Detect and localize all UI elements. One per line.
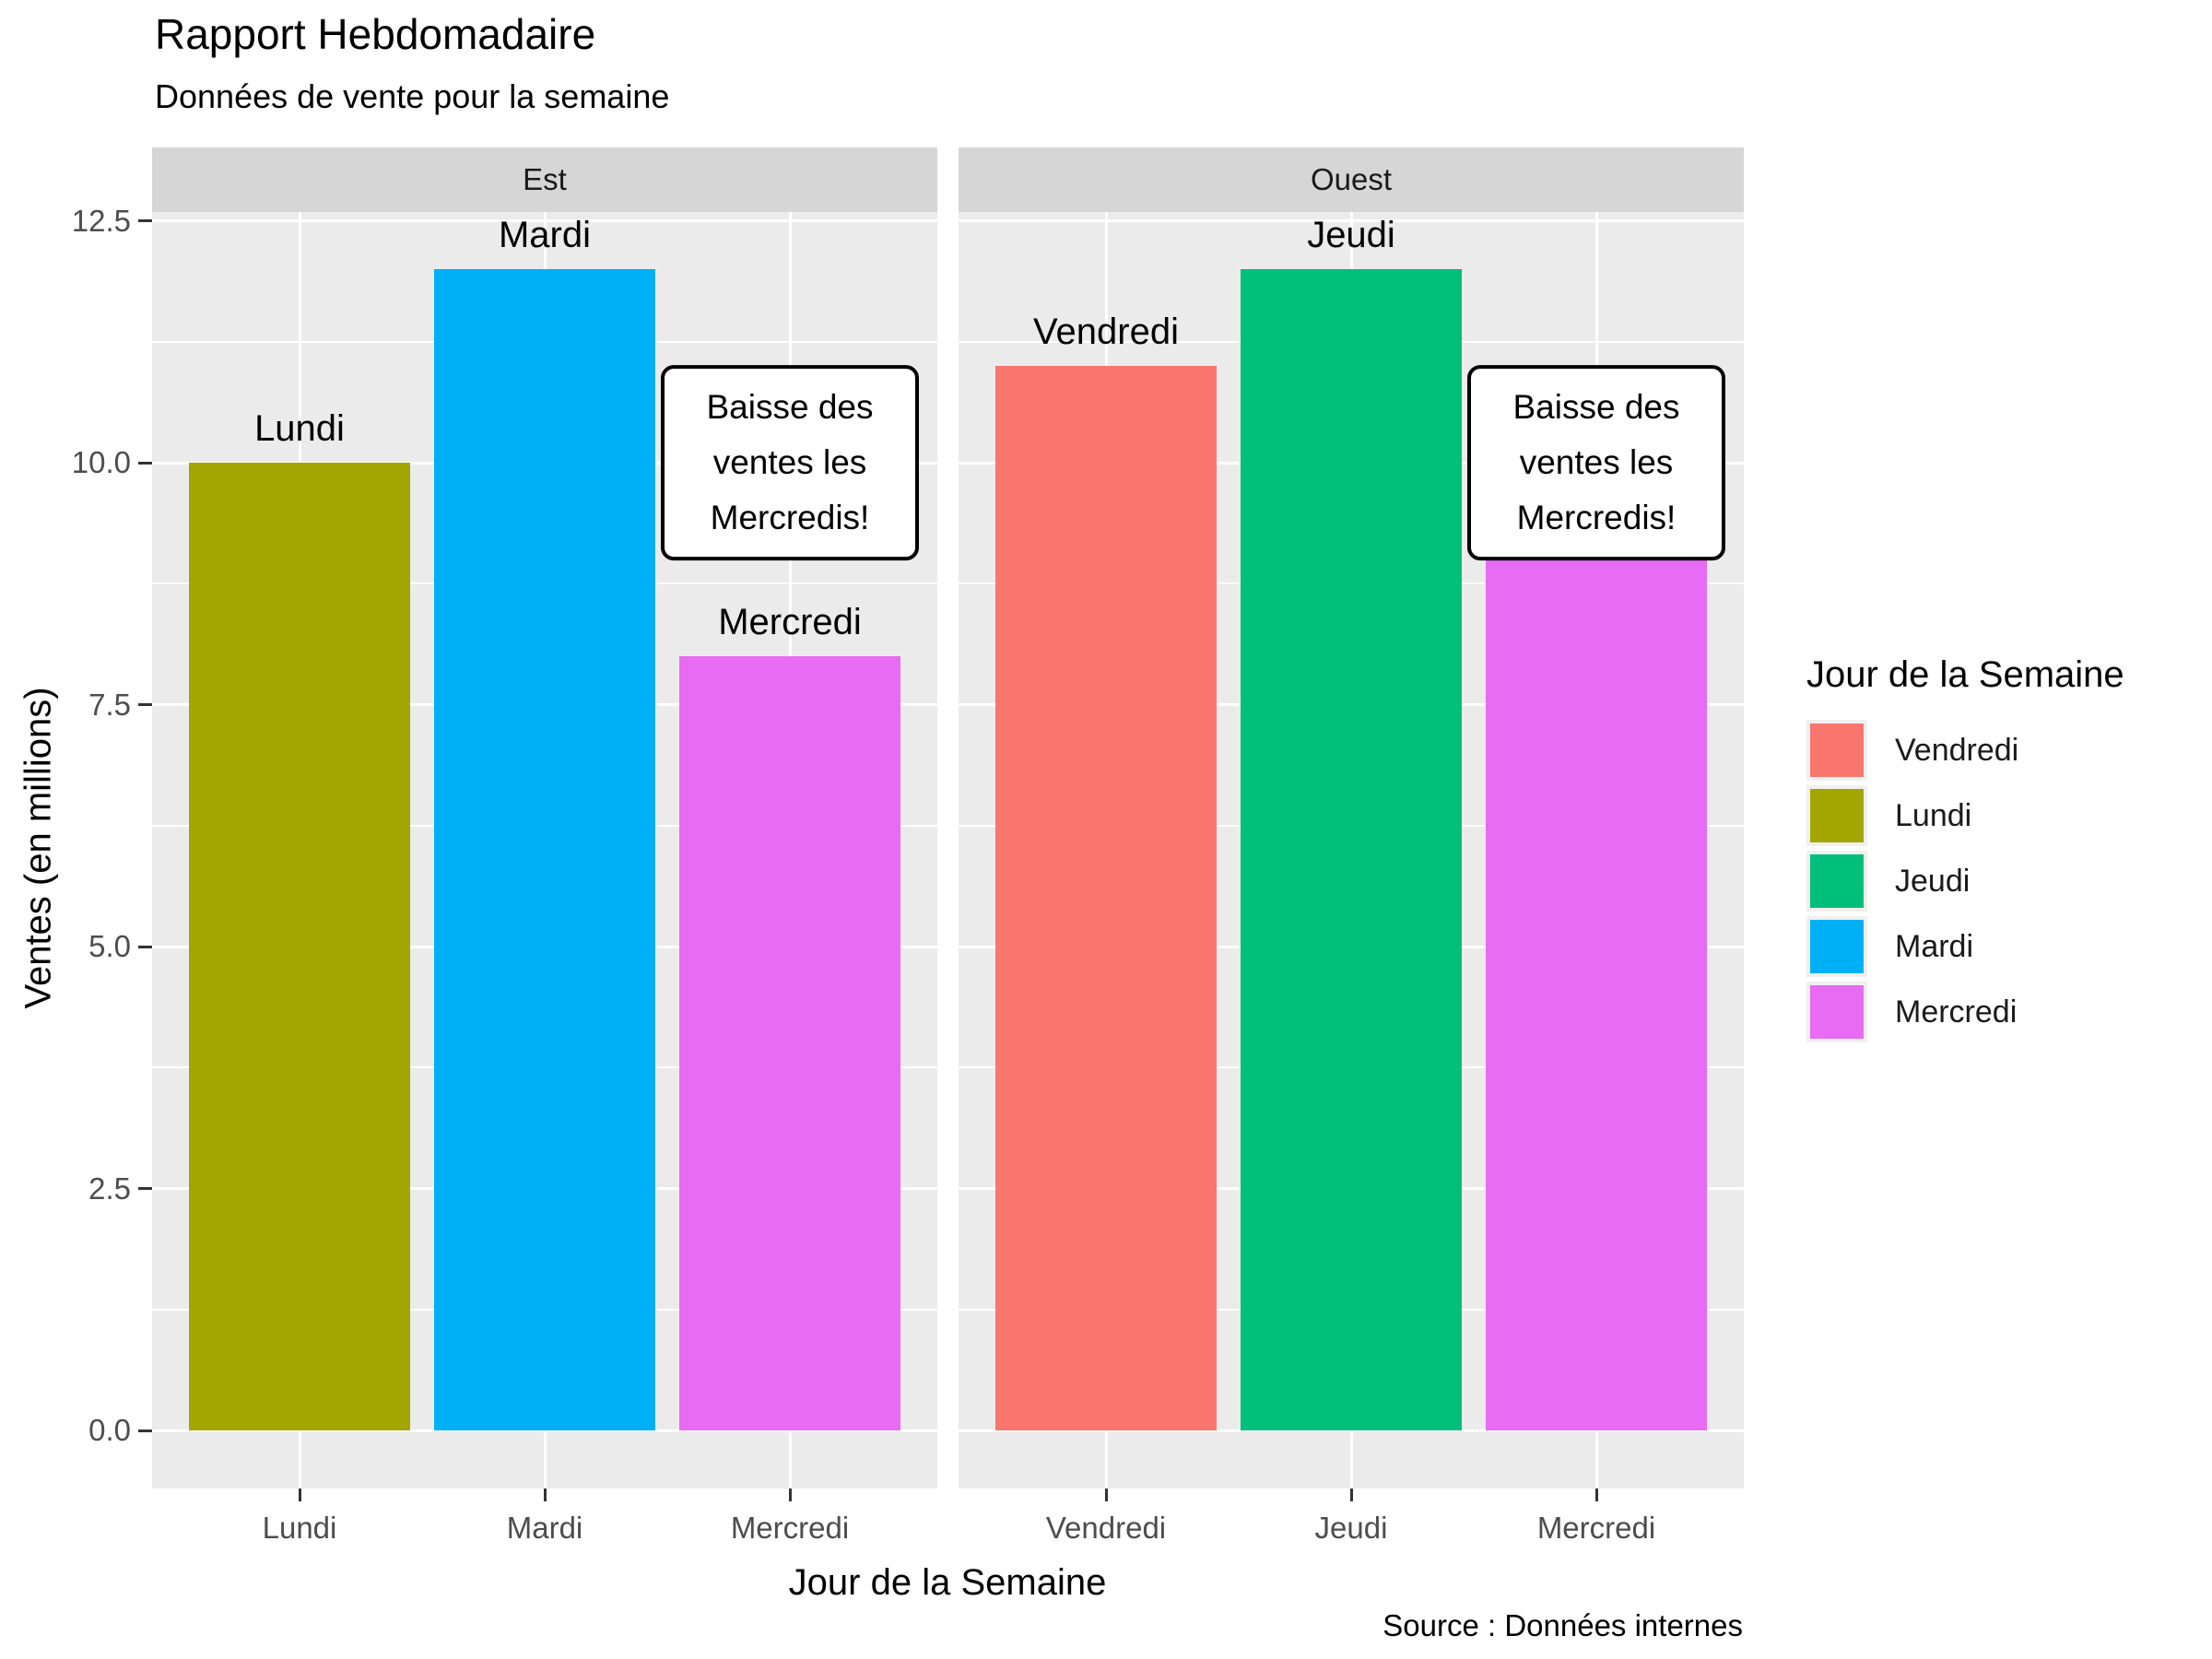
chart-subtitle: Données de vente pour la semaine xyxy=(155,77,670,115)
bar-ouest-vendredi xyxy=(995,366,1217,1430)
legend-item: Lundi xyxy=(1806,785,2124,846)
legend-item: Vendredi xyxy=(1806,720,2124,781)
chart-title: Rapport Hebdomadaire xyxy=(155,10,596,58)
x-axis-title: Jour de la Semaine xyxy=(788,1562,1107,1603)
x-tick-mark xyxy=(788,1488,792,1501)
x-tick-mark xyxy=(543,1488,547,1501)
bar-label-est-lundi: Lundi xyxy=(254,408,345,449)
legend-key-swatch xyxy=(1810,920,1864,973)
legend-key-swatch xyxy=(1810,985,1864,1039)
legend-title: Jour de la Semaine xyxy=(1806,654,2124,695)
legend-item: Mardi xyxy=(1806,916,2124,977)
y-tick-mark xyxy=(138,461,152,465)
x-tick-mark xyxy=(1349,1488,1353,1501)
bar-est-lundi xyxy=(189,463,410,1430)
y-tick-label: 10.0 xyxy=(71,445,131,479)
legend-key-swatch xyxy=(1810,789,1864,842)
y-tick-mark xyxy=(138,1187,152,1190)
y-tick-mark xyxy=(138,945,152,948)
x-tick-label: Lundi xyxy=(262,1511,337,1545)
y-tick-label: 0.0 xyxy=(88,1413,131,1447)
legend-label: Vendredi xyxy=(1895,732,2019,768)
legend-key xyxy=(1806,982,1867,1042)
y-tick-label: 7.5 xyxy=(88,687,131,722)
bar-est-mercredi xyxy=(679,656,900,1430)
x-tick-label: Mardi xyxy=(506,1511,583,1545)
legend: Jour de la Semaine Vendredi Lundi Jeudi Mar… xyxy=(1806,654,2124,1047)
bar-label-ouest-jeudi: Jeudi xyxy=(1307,215,1395,255)
x-tick-label: Vendredi xyxy=(1045,1511,1167,1545)
legend-key-swatch xyxy=(1810,724,1864,777)
y-tick-label: 2.5 xyxy=(88,1171,131,1206)
caption: Source : Données internes xyxy=(1382,1608,1743,1642)
x-tick-mark xyxy=(1594,1488,1598,1501)
facet-strip-est: Est xyxy=(152,147,937,212)
x-tick-mark xyxy=(298,1488,301,1501)
legend-key xyxy=(1806,785,1867,846)
facet-panel-ouest: Vendredi Jeudi Baisse des ventes les Mercr… xyxy=(959,212,1744,1488)
bar-label-est-mercredi: Mercredi xyxy=(718,602,862,642)
legend-label: Lundi xyxy=(1895,797,1972,833)
legend-label: Jeudi xyxy=(1895,863,1971,899)
legend-label: Mardi xyxy=(1895,928,1974,964)
legend-key xyxy=(1806,851,1867,912)
y-tick-label: 12.5 xyxy=(71,203,131,238)
x-tick-label: Mercredi xyxy=(1536,1511,1656,1545)
y-tick-mark xyxy=(138,219,152,222)
facet-strip-ouest: Ouest xyxy=(959,147,1744,212)
y-tick-label: 5.0 xyxy=(88,929,131,963)
legend-key xyxy=(1806,720,1867,781)
x-tick-label: Jeudi xyxy=(1314,1511,1388,1545)
x-tick-mark xyxy=(1104,1488,1108,1501)
annotation-box-est: Baisse des ventes les Mercredis! xyxy=(661,365,919,560)
x-tick-label: Mercredi xyxy=(730,1511,850,1545)
legend-item: Jeudi xyxy=(1806,851,2124,912)
facet-panel-est: Lundi Mardi Mercredi Baisse des ventes les … xyxy=(152,212,937,1488)
legend-key xyxy=(1806,916,1867,977)
y-tick-mark xyxy=(138,703,152,706)
legend-items: Vendredi Lundi Jeudi Mardi Mercredi xyxy=(1806,720,2124,1042)
bar-est-mardi xyxy=(434,269,655,1430)
legend-key-swatch xyxy=(1810,854,1864,908)
y-tick-mark xyxy=(138,1429,152,1432)
bar-ouest-jeudi xyxy=(1241,269,1462,1430)
annotation-box-ouest: Baisse des ventes les Mercredis! xyxy=(1467,365,1725,560)
bar-label-est-mardi: Mardi xyxy=(498,215,592,255)
bar-ouest-mercredi xyxy=(1486,559,1707,1430)
legend-item: Mercredi xyxy=(1806,982,2124,1042)
legend-label: Mercredi xyxy=(1895,994,2018,1030)
bar-label-ouest-vendredi: Vendredi xyxy=(1033,312,1179,352)
